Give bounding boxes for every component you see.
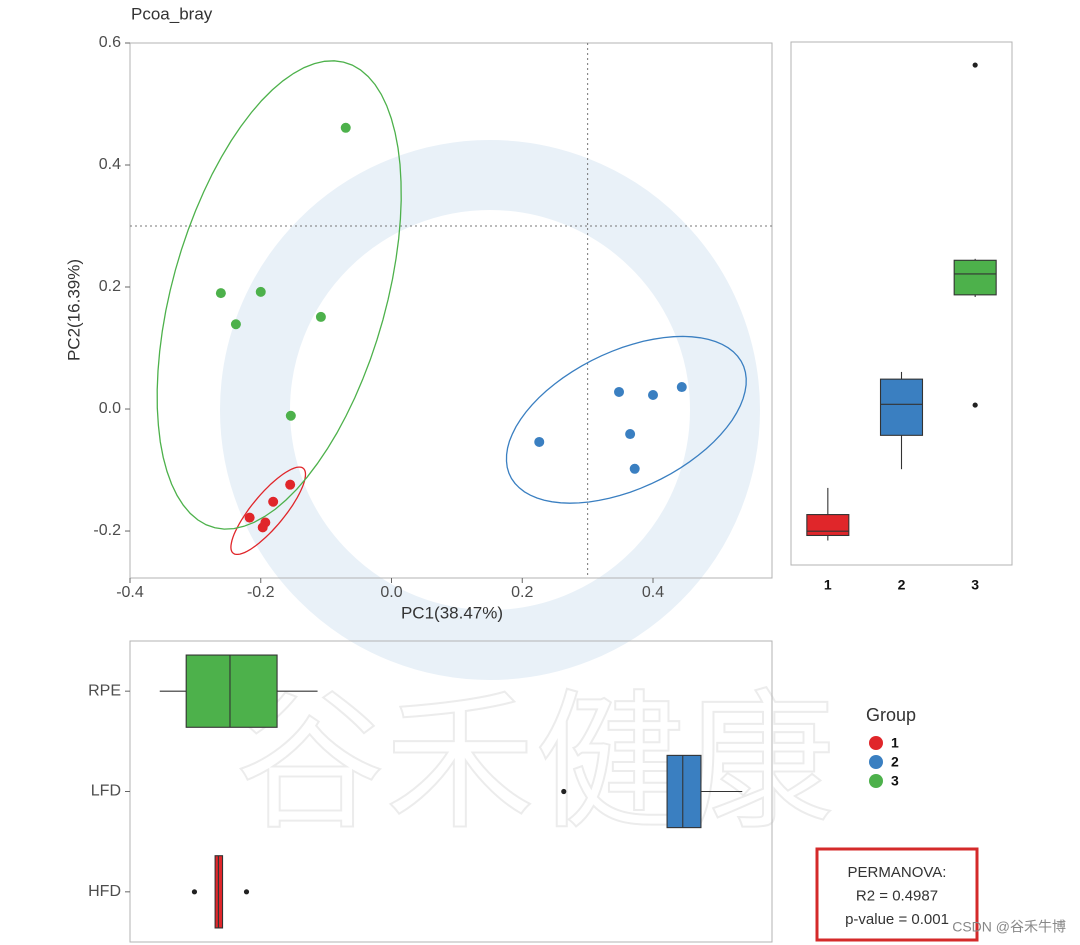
x-tick-label: 0.2 (511, 584, 533, 601)
annotation: p-value = 0.001 (845, 911, 949, 928)
point (676, 382, 687, 393)
annotation: PERMANOVA: (848, 864, 947, 881)
confidence-ellipse (156, 60, 402, 530)
legend-title: Group (866, 705, 916, 725)
confidence-ellipse (505, 335, 747, 504)
credit: CSDN @谷禾牛博 (952, 919, 1066, 935)
box (806, 514, 850, 537)
y-tick-label: HFD (88, 883, 121, 900)
plot-frame (790, 41, 1013, 566)
y-tick-label: 0.2 (99, 278, 121, 295)
plot-frame (129, 42, 773, 579)
outlier (561, 788, 567, 795)
point (230, 319, 241, 330)
point (315, 311, 326, 322)
point (625, 429, 636, 440)
box (666, 754, 702, 829)
point (255, 286, 266, 297)
y-tick-label: 0.4 (99, 156, 121, 173)
legend-label: 2 (891, 754, 899, 770)
x-tick-label: 3 (971, 577, 979, 593)
point (340, 122, 351, 133)
point (285, 410, 296, 421)
box (953, 259, 997, 296)
point (215, 288, 226, 299)
outlier (191, 889, 198, 895)
x-tick-label: 2 (898, 577, 906, 593)
y-tick-label: 0.0 (99, 400, 121, 417)
legend-marker (869, 736, 883, 750)
point (534, 436, 545, 447)
outlier (243, 889, 250, 895)
x-tick-label: 0.0 (380, 584, 402, 601)
point (257, 522, 268, 533)
legend-label: 3 (891, 773, 899, 789)
box (185, 654, 278, 728)
chart-title: Pcoa_bray (131, 4, 213, 23)
point (614, 386, 625, 397)
point (285, 479, 296, 490)
logo-watermark (220, 140, 760, 680)
point (648, 389, 659, 400)
y-tick-label: LFD (91, 783, 121, 800)
legend-label: 1 (891, 735, 899, 751)
legend-marker (869, 755, 883, 769)
box (879, 378, 924, 436)
x-axis-label: PC1(38.47%) (401, 603, 503, 622)
confidence-ellipse (230, 466, 307, 556)
x-tick-label: 1 (824, 577, 832, 593)
y-tick-label: RPE (88, 682, 121, 699)
point (629, 463, 640, 474)
legend-marker (869, 774, 883, 788)
watermark-text: 谷禾健康 (235, 679, 835, 847)
point (244, 512, 255, 523)
y-axis-label: PC2(16.39%) (64, 259, 83, 361)
y-tick-label: 0.6 (99, 34, 121, 51)
annotation: R2 = 0.4987 (856, 887, 938, 904)
x-tick-label: -0.4 (116, 584, 144, 601)
y-tick-label: -0.2 (93, 522, 121, 539)
x-tick-label: 0.4 (642, 584, 664, 601)
outlier (972, 402, 978, 408)
point (268, 496, 279, 507)
x-tick-label: -0.2 (247, 584, 275, 601)
annotation-box (815, 847, 979, 942)
outlier (972, 62, 978, 68)
